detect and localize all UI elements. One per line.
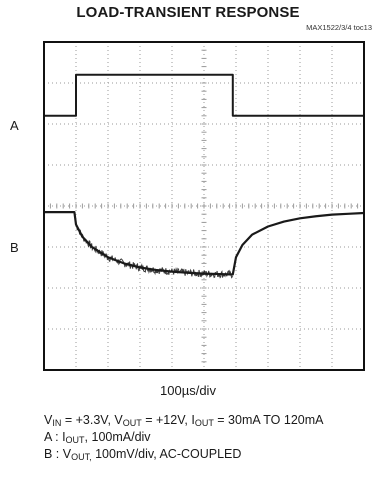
figure-id: MAX1522/3/4 toc13	[306, 23, 372, 32]
conditions-line-1: VIN = +3.3V, VOUT = +12V, IOUT = 30mA TO…	[44, 413, 324, 428]
channel-a-label: A	[10, 118, 19, 133]
trace-b-noise	[75, 224, 234, 279]
scope-display	[43, 41, 365, 371]
channel-b-label: B	[10, 240, 19, 255]
conditions-line-3: B : VOUT, 100mV/div, AC-COUPLED	[44, 447, 242, 462]
chart-title: LOAD-TRANSIENT RESPONSE	[76, 4, 300, 21]
traces	[44, 73, 365, 279]
trace-a	[44, 73, 364, 117]
timebase-label: 100µs/div	[160, 383, 216, 398]
graticule	[43, 41, 365, 371]
scope-frame	[43, 41, 365, 371]
conditions-line-2: A : IOUT, 100mA/div	[44, 430, 151, 445]
